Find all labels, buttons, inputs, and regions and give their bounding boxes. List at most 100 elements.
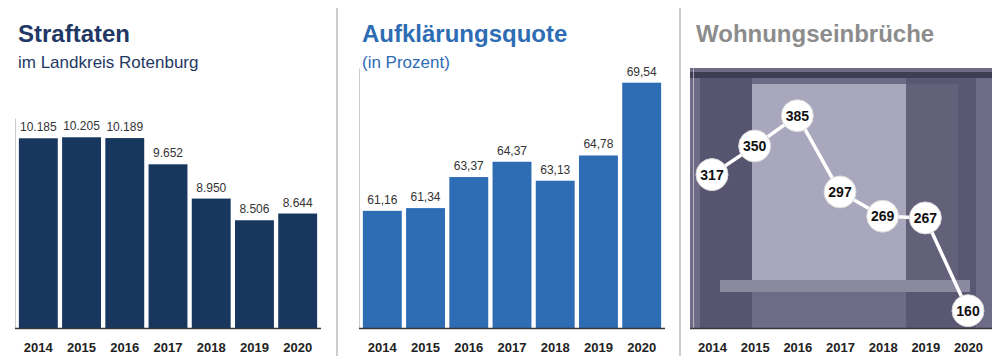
line — [712, 116, 968, 311]
x-tick-label: 2015 — [741, 340, 770, 355]
y-axis-line — [693, 69, 694, 329]
x-axis: 2014 2015 2016 2017 2018 2019 2020 — [15, 328, 321, 355]
marker — [781, 100, 813, 132]
y-axis-line — [359, 69, 360, 329]
chart-canvas: Straftaten im Landkreis Rotenburg 10.185 10… — [0, 0, 992, 360]
x-tick-label: 2020 — [283, 340, 312, 355]
bar — [536, 181, 575, 328]
data-label: 160 — [956, 303, 980, 319]
x-tick-label: 2017 — [154, 340, 183, 355]
panel-separator — [679, 8, 681, 356]
data-label: 61,34 — [411, 190, 441, 204]
data-labels: 317350385297269267160 — [700, 108, 980, 319]
bar — [149, 164, 188, 328]
marker — [909, 202, 941, 234]
y-axis — [359, 69, 360, 329]
y-axis — [693, 69, 694, 329]
scene-wall — [690, 68, 992, 328]
data-labels: 10.18510.20510.1899.6528.9508.5068.644 — [20, 119, 313, 216]
bar — [278, 214, 317, 328]
x-tick-label: 2017 — [826, 340, 855, 355]
chart-title: Aufklärungsquote — [362, 20, 567, 47]
x-tick-label: 2019 — [240, 340, 269, 355]
x-tick-label: 2016 — [783, 340, 812, 355]
data-label: 10.205 — [63, 119, 100, 133]
x-axis-line — [359, 328, 665, 330]
data-label: 8.950 — [196, 181, 226, 195]
y-axis-line — [15, 119, 16, 329]
data-label: 69,54 — [627, 65, 657, 79]
x-tick-label: 2019 — [911, 340, 940, 355]
x-tick-label: 2014 — [368, 340, 398, 355]
data-label: 61,16 — [367, 193, 397, 207]
data-label: 8.644 — [283, 196, 313, 210]
data-label: 63,13 — [540, 163, 570, 177]
marker — [739, 130, 771, 162]
x-tick: 2018 — [541, 328, 570, 355]
data-labels: 61,16 61,34 63,37 64,37 63,13 64,78 69,54 — [367, 65, 657, 207]
x-tick: 2014 — [698, 328, 728, 355]
panel-separator — [336, 8, 338, 356]
marker — [867, 200, 899, 232]
x-tick-label: 2015 — [411, 340, 440, 355]
bar — [192, 199, 231, 328]
chart-subtitle: im Landkreis Rotenburg — [18, 53, 198, 72]
bar — [406, 208, 445, 328]
chart-subtitle: (in Prozent) — [362, 53, 450, 72]
x-tick: 2015 — [741, 328, 770, 355]
x-tick-label: 2018 — [869, 340, 898, 355]
data-label: 10.185 — [20, 120, 57, 134]
x-axis-line — [690, 328, 992, 330]
x-tick-label: 2014 — [24, 340, 54, 355]
x-tick: 2020 — [627, 328, 656, 355]
scene-sill — [720, 280, 970, 292]
bar — [19, 138, 58, 328]
bar — [493, 162, 532, 328]
marker — [952, 295, 984, 327]
x-tick: 2016 — [783, 328, 812, 355]
background-scene — [690, 68, 992, 328]
x-axis: 2014 2015 2016 2017 2018 2019 2020 — [690, 328, 992, 355]
x-tick: 2017 — [154, 328, 183, 355]
marker — [824, 176, 856, 208]
data-label: 64,78 — [583, 137, 613, 151]
bar — [579, 155, 618, 328]
x-tick: 2017 — [826, 328, 855, 355]
data-label: 64,37 — [497, 144, 527, 158]
data-label: 8.506 — [239, 202, 269, 216]
data-label: 297 — [828, 184, 852, 200]
x-tick-label: 2015 — [67, 340, 96, 355]
data-label: 385 — [786, 108, 810, 124]
x-tick-label: 2020 — [954, 340, 983, 355]
bar — [62, 137, 101, 328]
chart-panel: Wohnungseinbrüche31735038529726926716020… — [690, 20, 992, 355]
data-label: 267 — [914, 210, 938, 226]
chart-panel: Straftaten im Landkreis Rotenburg 10.185 10… — [15, 20, 321, 355]
bar — [235, 220, 274, 328]
x-tick: 2018 — [869, 328, 898, 355]
x-tick-label: 2019 — [584, 340, 613, 355]
x-tick-label: 2016 — [110, 340, 139, 355]
chart-title: Straftaten — [18, 20, 130, 47]
x-tick-label: 2017 — [498, 340, 527, 355]
x-tick: 2020 — [954, 328, 983, 355]
x-tick: 2015 — [67, 328, 96, 355]
x-tick-label: 2018 — [541, 340, 570, 355]
data-label: 269 — [871, 208, 895, 224]
data-label: 9.652 — [153, 146, 183, 160]
plot-marks — [696, 100, 984, 327]
x-tick: 2014 — [24, 328, 54, 355]
x-tick: 2020 — [283, 328, 312, 355]
x-tick: 2018 — [197, 328, 226, 355]
x-tick: 2016 — [454, 328, 483, 355]
x-axis: 2014 2015 2016 2017 2018 2019 2020 — [359, 328, 665, 355]
bar — [105, 138, 144, 328]
data-label: 350 — [743, 138, 767, 154]
x-tick: 2016 — [110, 328, 139, 355]
chart-panel: Aufklärungsquote (in Prozent) 61,16 61,34 63… — [359, 20, 665, 355]
scene-rod — [690, 72, 992, 78]
bar — [449, 177, 488, 328]
data-label: 63,37 — [454, 159, 484, 173]
x-tick: 2019 — [584, 328, 613, 355]
x-tick: 2015 — [411, 328, 440, 355]
